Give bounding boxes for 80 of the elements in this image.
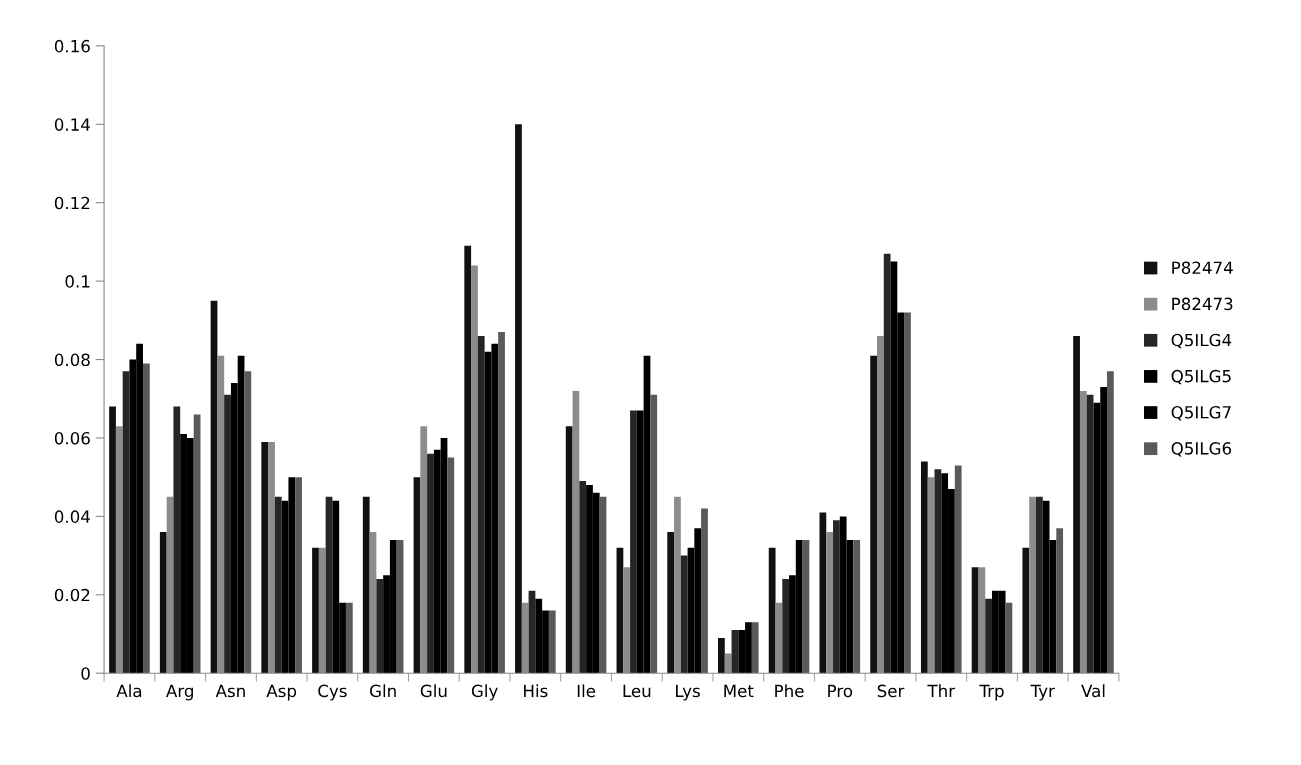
bar — [579, 481, 587, 674]
bar — [667, 532, 675, 674]
bar — [768, 547, 776, 674]
x-tick-label: Thr — [927, 684, 956, 697]
bar — [751, 622, 759, 674]
x-tick-label: Cys — [318, 684, 347, 701]
y-tick-label: 0.08 — [54, 353, 90, 367]
bar — [954, 465, 962, 674]
bar — [718, 637, 725, 674]
bar — [498, 332, 505, 674]
x-tick-label: Trp — [979, 684, 1004, 701]
x-tick-label: Gly — [471, 684, 498, 701]
bar — [650, 394, 658, 674]
x-tick-label: Tyr — [1030, 684, 1055, 701]
bar — [819, 512, 827, 674]
x-tick-label: Val — [1081, 684, 1105, 698]
bar — [295, 477, 302, 674]
bar — [345, 602, 353, 674]
bar — [362, 496, 370, 674]
bar — [515, 124, 522, 674]
legend-label: Q5ILG5 — [1171, 369, 1231, 385]
legend-label: Q5ILG7 — [1171, 405, 1231, 421]
bar — [274, 496, 282, 674]
x-tick-label: Phe — [775, 684, 804, 698]
bar — [173, 406, 181, 674]
bar — [464, 245, 472, 674]
y-tick-label: 0.16 — [54, 39, 90, 53]
bar — [883, 253, 891, 674]
bar — [159, 532, 167, 674]
bar — [680, 555, 688, 674]
x-tick-label: Lys — [676, 684, 700, 701]
x-tick-label: Glu — [420, 684, 447, 698]
bar — [548, 610, 556, 674]
bar — [376, 579, 384, 674]
y-tick-label: 0.12 — [54, 196, 90, 210]
bar — [920, 461, 928, 674]
bar — [447, 457, 455, 674]
x-tick-label: Asn — [215, 684, 245, 698]
x-tick-label: Leu — [623, 684, 651, 698]
y-tick-label: 0.02 — [54, 588, 90, 602]
y-tick-label: 0.06 — [54, 431, 90, 445]
legend-label: P82473 — [1172, 297, 1233, 311]
x-tick-label: Pro — [828, 684, 853, 698]
y-tick-label: 0.04 — [54, 510, 90, 523]
x-tick-label: Met — [724, 684, 754, 698]
x-tick-label: Arg — [166, 684, 193, 701]
x-tick-label: Ile — [577, 684, 596, 698]
bar — [244, 371, 252, 674]
bar — [1107, 371, 1114, 674]
x-tick-label: Ser — [877, 684, 905, 698]
bar — [142, 363, 150, 674]
bar — [870, 355, 877, 674]
legend-label: P82474 — [1172, 261, 1233, 275]
y-tick-label: 0.1 — [65, 275, 90, 288]
x-tick-label: Asp — [266, 684, 297, 701]
bar — [1056, 528, 1064, 674]
bar — [477, 336, 485, 674]
bar — [853, 539, 861, 674]
bar — [224, 394, 231, 674]
bar — [109, 406, 116, 674]
bar — [565, 426, 573, 674]
x-tick-label: Gln — [370, 684, 396, 698]
bar — [1073, 336, 1080, 674]
x-tick-label: His — [524, 684, 548, 698]
bar — [261, 441, 269, 674]
bar — [427, 453, 434, 674]
bar — [985, 598, 993, 674]
bar — [312, 547, 319, 674]
bar — [1035, 496, 1043, 674]
x-tick-label: Ala — [116, 684, 142, 698]
bar — [833, 520, 840, 674]
y-tick-label: 0 — [81, 667, 90, 680]
bar — [630, 410, 637, 674]
legend-label: Q5ILG4 — [1171, 333, 1232, 349]
legend-label: Q5ILG6 — [1171, 442, 1232, 457]
y-tick-label: 0.14 — [54, 118, 90, 131]
bar — [701, 508, 708, 674]
bar — [904, 312, 911, 674]
bar — [782, 579, 790, 674]
bar — [1022, 547, 1030, 674]
